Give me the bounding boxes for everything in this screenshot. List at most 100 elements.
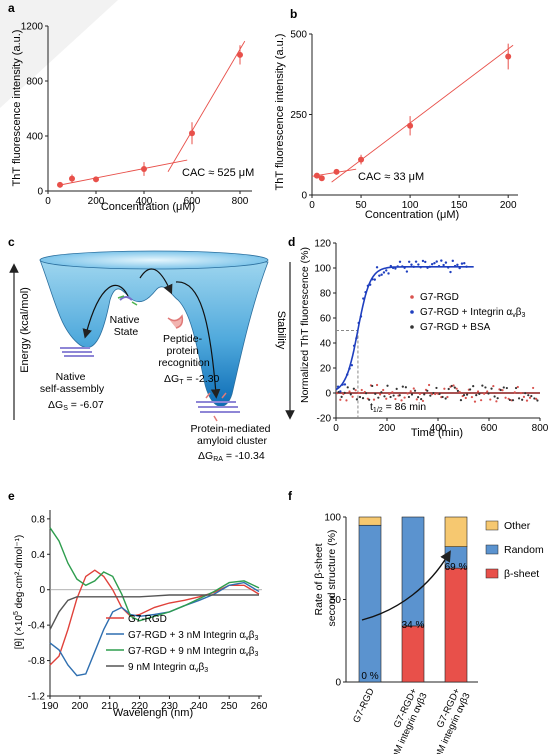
data-point-g7-rgd bbox=[489, 398, 492, 401]
data-point-integrin bbox=[398, 260, 402, 264]
y-axis-label: Rate of β-sheet second structure (%) bbox=[313, 530, 338, 627]
data-point-bsa bbox=[401, 385, 404, 388]
data-point-g7-rgd bbox=[516, 385, 519, 389]
data-point-integrin bbox=[424, 260, 427, 264]
data-point-integrin bbox=[463, 262, 466, 265]
bar-segment bbox=[444, 567, 468, 683]
bar-segment bbox=[444, 516, 468, 548]
data-point-g7-rgd bbox=[348, 390, 351, 393]
data-point-integrin bbox=[348, 367, 351, 370]
y-tick-label: -0.8 bbox=[28, 656, 46, 667]
data-point-g7-rgd bbox=[415, 398, 418, 401]
peptide-glyph-recognition bbox=[167, 314, 184, 329]
y-tick-label: 0.8 bbox=[31, 514, 45, 525]
data-point-integrin bbox=[350, 363, 354, 367]
data-point-g7-rgd bbox=[443, 387, 446, 390]
data-point-bsa bbox=[453, 386, 456, 389]
data-marks: 0 % 34 % 69 % bbox=[358, 516, 468, 683]
data-point-g7-rgd bbox=[470, 395, 474, 399]
data-point-g7-rgd bbox=[519, 392, 522, 395]
data-point-integrin bbox=[444, 261, 448, 264]
x-tick-label: 0 bbox=[333, 423, 339, 434]
data-point-bsa bbox=[352, 387, 355, 390]
data-point-bsa bbox=[377, 396, 380, 399]
cluster-glyph bbox=[196, 392, 240, 422]
x-tick-label: 600 bbox=[184, 196, 201, 207]
x-tick-label: 210 bbox=[101, 701, 118, 712]
data-point-integrin bbox=[412, 265, 415, 268]
y-tick-label: -1.2 bbox=[28, 692, 46, 703]
data-point bbox=[93, 176, 99, 183]
data-point-bsa bbox=[478, 392, 481, 395]
data-point-g7-rgd bbox=[421, 399, 425, 403]
y-axis-label: ThT fluorescence intensity (a.u.) bbox=[274, 34, 286, 191]
data-point-g7-rgd bbox=[388, 392, 391, 396]
data-point-integrin bbox=[336, 385, 340, 388]
y-tick-label: 500 bbox=[290, 30, 307, 41]
bar-value-label: 69 % bbox=[445, 562, 468, 573]
data-point-integrin bbox=[451, 259, 454, 263]
data-point-integrin bbox=[373, 278, 376, 281]
y-tick-label: 0 bbox=[335, 678, 341, 689]
trend-arrow bbox=[361, 550, 451, 621]
data-point-g7-rgd bbox=[473, 400, 477, 403]
data-point-bsa bbox=[349, 393, 352, 396]
data-point-integrin bbox=[341, 383, 344, 386]
panel-letter: f bbox=[288, 489, 293, 503]
data-point-bsa bbox=[536, 399, 539, 402]
data-point-g7-rgd bbox=[360, 388, 363, 392]
data-point-bsa bbox=[337, 390, 340, 394]
data-point-bsa bbox=[472, 385, 475, 388]
data-marks bbox=[311, 43, 514, 183]
data-point-integrin bbox=[389, 264, 393, 268]
data-point-bsa bbox=[481, 384, 484, 387]
data-point-bsa bbox=[340, 395, 343, 398]
data-point-integrin bbox=[414, 260, 418, 263]
data-point bbox=[313, 172, 320, 179]
path-arrow-recognition bbox=[139, 268, 173, 295]
cac-annotation: CAC ≈ 525 μM bbox=[182, 167, 254, 179]
data-point-integrin bbox=[440, 259, 443, 262]
legend: G7-RGD G7-RGD + Integrin αvβ3 G7-RGD + BSA bbox=[410, 292, 525, 333]
y-tick-label: 100 bbox=[324, 513, 341, 524]
data-point-integrin bbox=[460, 262, 464, 265]
y-tick-label: 0 bbox=[325, 389, 331, 400]
data-point-g7-rgd bbox=[483, 392, 486, 395]
data-point-bsa bbox=[355, 398, 359, 401]
energy-funnel bbox=[39, 259, 269, 407]
data-point-g7-rgd bbox=[532, 386, 535, 390]
data-point-integrin bbox=[449, 270, 452, 274]
y-tick-label: 60 bbox=[320, 314, 332, 325]
data-point-g7-rgd bbox=[492, 384, 495, 388]
data-point-g7-rgd bbox=[379, 393, 382, 396]
data-point-g7-rgd bbox=[403, 396, 406, 399]
y-tick-label: 0 bbox=[39, 585, 45, 596]
data-point-integrin bbox=[458, 266, 461, 270]
native-state-label: Native State bbox=[110, 314, 143, 338]
data-point-bsa bbox=[343, 391, 346, 395]
x-tick-label: 50 bbox=[355, 200, 367, 211]
data-point-integrin bbox=[435, 260, 438, 263]
data-point bbox=[141, 166, 147, 172]
data-point-integrin bbox=[401, 265, 404, 268]
data-point-g7-rgd bbox=[339, 398, 342, 401]
data-point bbox=[57, 181, 63, 188]
x-tick-label: 400 bbox=[430, 423, 447, 434]
data-point-g7-rgd bbox=[382, 388, 385, 392]
data-point-bsa bbox=[505, 386, 508, 390]
data-point-bsa bbox=[521, 398, 524, 401]
data-point-bsa bbox=[459, 399, 463, 402]
y-tick-label: 50 bbox=[330, 595, 342, 606]
panel-b: b ThT fluorescence intensity (a.u.) Conc… bbox=[274, 7, 518, 221]
legend-label: Other bbox=[504, 520, 531, 532]
x-tick-label: 200 bbox=[379, 423, 396, 434]
path-arrow-self-assembly bbox=[82, 284, 129, 339]
data-point-bsa bbox=[475, 394, 478, 397]
data-point-integrin bbox=[437, 264, 441, 268]
data-point-integrin bbox=[357, 321, 360, 325]
data-marks bbox=[49, 527, 262, 677]
legend-label: Random bbox=[504, 544, 544, 556]
data-point-g7-rgd bbox=[486, 390, 489, 393]
data-point-g7-rgd bbox=[452, 384, 455, 387]
data-point-bsa bbox=[398, 394, 401, 397]
